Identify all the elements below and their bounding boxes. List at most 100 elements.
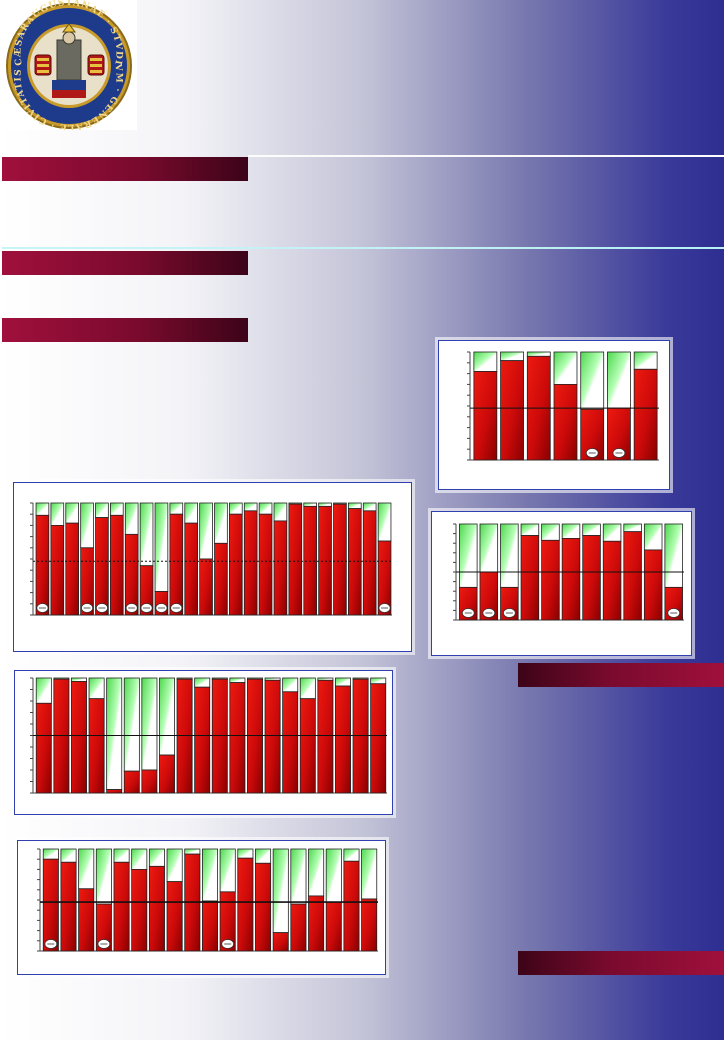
bar-remainder: [282, 677, 299, 693]
bar-remainder: [258, 502, 273, 515]
bar-remainder: [184, 502, 198, 524]
bar: [184, 522, 198, 616]
bar: [553, 384, 578, 461]
chart-1: [30, 502, 392, 616]
bar-remainder: [370, 677, 387, 685]
bar: [335, 685, 351, 794]
bar: [580, 408, 605, 461]
bar: [159, 754, 175, 794]
bar-remainder: [123, 677, 140, 772]
bar-remainder: [201, 848, 219, 902]
bar: [35, 702, 52, 794]
bar: [176, 678, 193, 794]
bar: [255, 862, 272, 952]
bar: [362, 510, 377, 616]
bar: [602, 540, 622, 621]
bar: [377, 540, 392, 616]
bar-remainder: [110, 502, 124, 516]
bar-remainder: [88, 677, 105, 700]
bar: [211, 678, 228, 794]
bar: [282, 691, 299, 794]
bar: [308, 895, 325, 952]
bar-remainder: [318, 502, 332, 507]
section-band-2: [2, 251, 248, 275]
bar: [169, 513, 184, 616]
bar-remainder: [194, 677, 211, 688]
bar-remainder: [290, 848, 307, 905]
section-rule-1: [248, 155, 724, 157]
bar-remainder: [184, 848, 201, 855]
bar-remainder: [362, 502, 377, 512]
bar-remainder: [95, 848, 112, 905]
bar-remainder: [541, 523, 560, 541]
bar: [243, 510, 258, 616]
bar-remainder: [526, 351, 551, 357]
section-band-right-1: [518, 663, 724, 687]
bar-remainder: [335, 677, 351, 687]
bar: [123, 770, 140, 794]
bar: [361, 898, 378, 952]
bar-remainder: [308, 848, 325, 897]
bar-remainder: [60, 848, 77, 863]
bar-remainder: [50, 502, 65, 526]
bar: [229, 682, 246, 794]
bar-remainder: [148, 848, 165, 867]
bar: [541, 539, 560, 621]
bar-remainder: [377, 502, 392, 542]
bar: [78, 888, 95, 952]
bar-remainder: [303, 502, 317, 507]
bar-remainder: [473, 351, 498, 372]
bar: [473, 371, 498, 461]
bar-remainder: [80, 502, 94, 549]
bar-remainder: [643, 523, 663, 551]
bar-remainder: [459, 523, 478, 588]
bar: [333, 503, 347, 616]
bar-remainder: [602, 523, 622, 542]
bar: [272, 932, 289, 952]
chart-3: [453, 523, 684, 621]
bar: [264, 679, 281, 794]
bar: [139, 565, 154, 616]
bar-remainder: [273, 502, 288, 522]
bar: [60, 861, 77, 952]
bar: [53, 678, 70, 794]
bar: [343, 860, 360, 952]
bar: [201, 900, 219, 952]
bar-remainder: [272, 848, 289, 934]
bar: [643, 549, 663, 621]
bar-remainder: [229, 677, 246, 683]
chart-panel-1: [13, 482, 412, 652]
bar: [88, 698, 105, 794]
chart-5: [37, 848, 378, 952]
bar: [95, 517, 109, 616]
bar: [288, 503, 303, 616]
section-band-1: [2, 157, 248, 181]
chart-panel-5: [17, 840, 386, 975]
bar-remainder: [214, 502, 228, 544]
bar: [199, 558, 213, 616]
bar: [273, 520, 288, 616]
bar-remainder: [633, 351, 658, 370]
bar-remainder: [106, 677, 123, 790]
bar-remainder: [623, 523, 642, 533]
bar: [325, 901, 342, 952]
bar: [348, 508, 362, 616]
bar-remainder: [255, 848, 272, 864]
bar: [50, 525, 65, 616]
bar-remainder: [219, 848, 236, 893]
bar-remainder: [607, 351, 631, 409]
bar-remainder: [243, 502, 258, 512]
bar-remainder: [237, 848, 254, 859]
bar-remainder: [141, 677, 158, 771]
bar-remainder: [169, 502, 184, 515]
bar: [229, 513, 243, 616]
bar: [42, 858, 59, 952]
bar: [317, 679, 334, 794]
bar-remainder: [159, 677, 175, 756]
chart-panel-3: [431, 511, 692, 656]
bar: [124, 533, 139, 616]
bar-remainder: [42, 848, 59, 860]
bar-remainder: [582, 523, 601, 536]
bar: [110, 514, 124, 616]
bar: [95, 903, 112, 952]
